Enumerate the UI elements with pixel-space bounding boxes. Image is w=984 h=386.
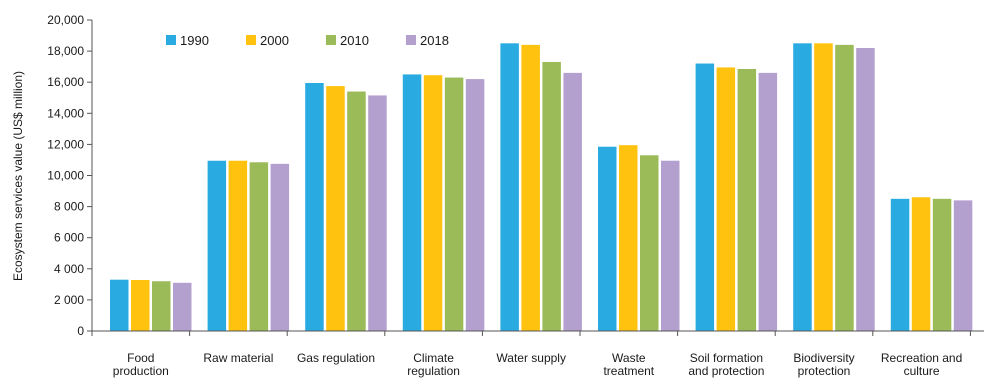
- y-axis-title-group: Ecosystem services value (US$ million): [11, 71, 25, 281]
- y-axis-title: Ecosystem services value (US$ million): [11, 71, 25, 281]
- axes-layer: [91, 20, 984, 336]
- x-category-label-line: Gas regulation: [297, 351, 375, 365]
- bar-2018: [270, 163, 290, 331]
- bar-2010: [347, 91, 366, 331]
- bars-layer: [110, 43, 973, 332]
- x-axis-category-labels: Food production Raw material Gas regulation…: [113, 351, 963, 378]
- x-category-label: Biodiversity protection: [793, 351, 854, 378]
- x-category-label-line: Raw material: [203, 351, 273, 365]
- x-category-label-line: Waste: [612, 351, 646, 365]
- bar-1990: [305, 82, 324, 331]
- bar-2010: [737, 68, 757, 331]
- bar-2010: [444, 77, 464, 331]
- y-tick-label: 10,000: [47, 169, 84, 183]
- x-category-label-line: protection: [798, 364, 851, 378]
- bar-2018: [465, 79, 485, 331]
- legend-swatch-2010: [326, 35, 336, 45]
- legend: 1990 2000 2010 2018: [166, 33, 449, 48]
- bar-1990: [500, 43, 519, 331]
- x-category-label-line: Climate: [413, 351, 454, 365]
- x-category-label: Raw material: [203, 351, 273, 365]
- bar-2000: [619, 145, 638, 331]
- x-category-label-line: production: [113, 364, 169, 378]
- y-tick-label: 4 000: [54, 262, 84, 276]
- bar-2010: [152, 281, 171, 331]
- bar-2018: [368, 95, 387, 331]
- bar-2010: [249, 162, 269, 331]
- bar-2000: [521, 44, 540, 331]
- x-category-label-line: and protection: [688, 364, 764, 378]
- bar-2018: [173, 282, 192, 331]
- legend-label-1990: 1990: [180, 33, 209, 48]
- bar-2000: [911, 197, 931, 331]
- bar-2018: [563, 72, 582, 332]
- legend-label-2018: 2018: [420, 33, 449, 48]
- bar-2000: [716, 67, 736, 332]
- x-category-label-line: Soil formation: [690, 351, 763, 365]
- x-category-label: Gas regulation: [297, 351, 375, 365]
- x-category-label-line: Water supply: [496, 351, 566, 365]
- bar-1990: [890, 198, 910, 331]
- x-category-label: Food production: [113, 351, 169, 378]
- x-category-label-line: regulation: [407, 364, 460, 378]
- y-tick-label: 2 000: [54, 293, 84, 307]
- bar-1990: [598, 146, 617, 331]
- x-category-label: Climate regulation: [407, 351, 460, 378]
- x-category-label-line: Recreation and: [881, 351, 962, 365]
- x-category-label-line: Biodiversity: [793, 351, 854, 365]
- bar-2018: [758, 72, 778, 332]
- y-axis-ticks: 0 2 000 4 000 6 000 8 000 10,000 12,000 14,000 1…: [47, 13, 92, 338]
- bar-2000: [423, 75, 443, 331]
- y-tick-label: 20,000: [47, 13, 84, 27]
- legend-swatch-1990: [166, 35, 176, 45]
- bar-2010: [640, 155, 659, 331]
- y-tick-label: 18,000: [47, 44, 84, 58]
- bar-2000: [228, 160, 248, 331]
- x-category-label: Waste treatment: [603, 351, 654, 378]
- legend-label-2000: 2000: [260, 33, 289, 48]
- legend-swatch-2018: [406, 35, 416, 45]
- bar-1990: [695, 63, 715, 331]
- bar-2010: [542, 61, 561, 332]
- y-tick-label: 12,000: [47, 137, 84, 151]
- bar-2000: [131, 280, 150, 331]
- x-category-label: Soil formation and protection: [688, 351, 764, 378]
- bar-2010: [932, 198, 952, 331]
- x-category-label-line: treatment: [603, 364, 654, 378]
- bar-1990: [110, 279, 129, 331]
- y-tick-label: 0: [77, 324, 84, 338]
- x-category-label-line: culture: [904, 364, 940, 378]
- y-tick-label: 6 000: [54, 231, 84, 245]
- y-tick-label: 14,000: [47, 106, 84, 120]
- legend-swatch-2000: [246, 35, 256, 45]
- bar-2000: [326, 86, 345, 331]
- y-tick-label: 8 000: [54, 200, 84, 214]
- bar-2018: [856, 47, 875, 332]
- bar-2018: [953, 200, 973, 331]
- bar-2018: [661, 160, 680, 331]
- bar-1990: [402, 74, 422, 332]
- y-tick-label: 16,000: [47, 75, 84, 89]
- x-category-label: Water supply: [496, 351, 566, 365]
- bar-2010: [835, 44, 854, 331]
- bar-1990: [207, 160, 227, 331]
- x-category-label: Recreation and culture: [881, 351, 962, 378]
- bar-2000: [814, 43, 833, 331]
- legend-label-2010: 2010: [340, 33, 369, 48]
- x-category-label-line: Food: [127, 351, 154, 365]
- bar-1990: [793, 43, 812, 331]
